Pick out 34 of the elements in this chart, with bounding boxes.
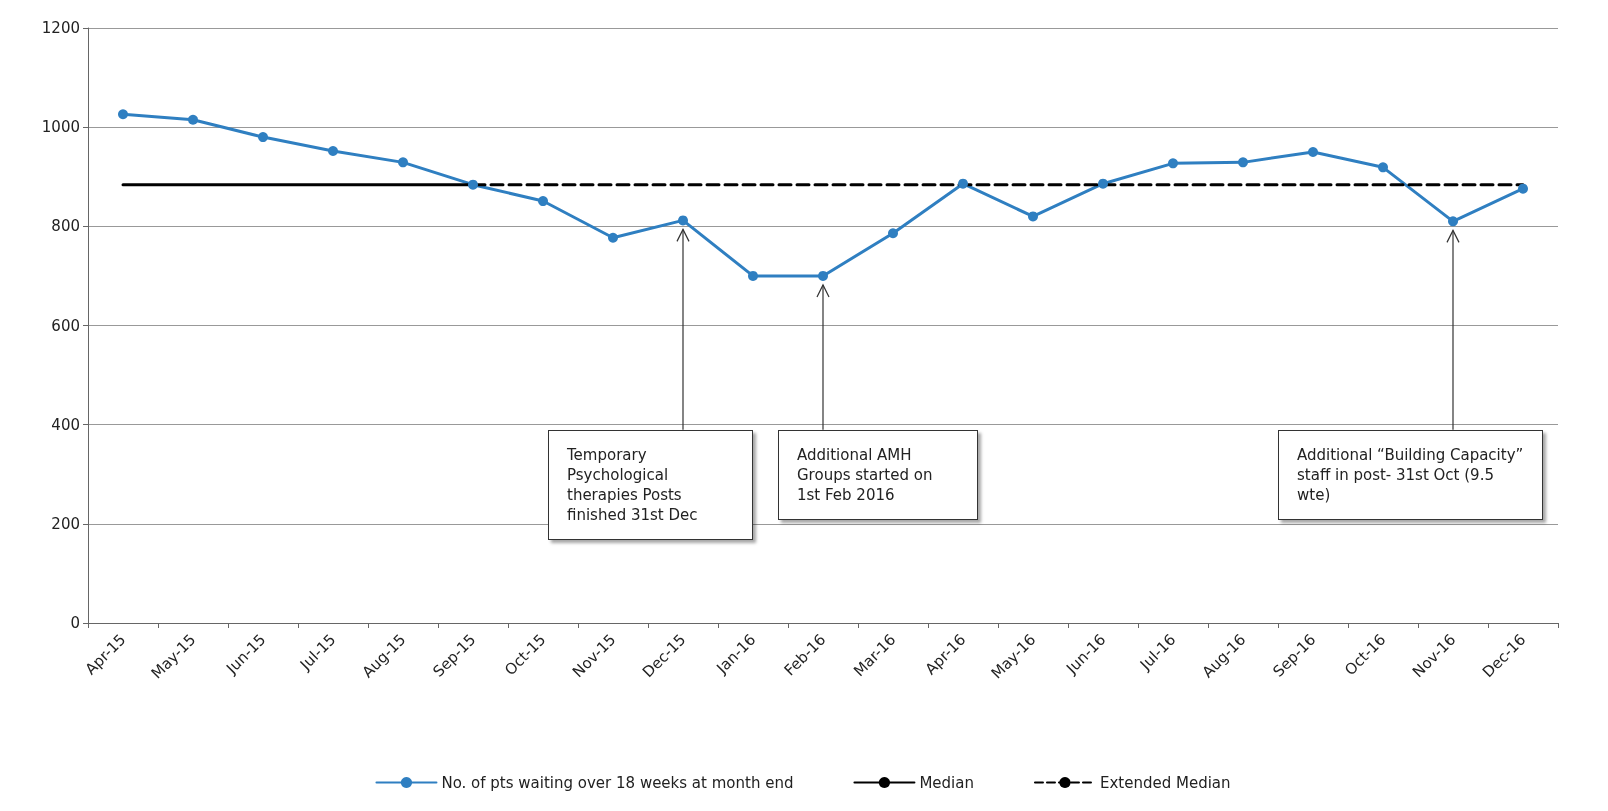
callout-box: Temporary Psychological therapies Posts finished 31st Dec	[548, 429, 753, 540]
point	[188, 114, 198, 125]
point	[1238, 157, 1248, 168]
point	[678, 215, 688, 226]
point	[1168, 158, 1178, 169]
y-tick-label: 200	[51, 514, 80, 533]
legend-label: No. of pts waiting over 18 weeks at month end	[441, 773, 794, 792]
y-tick-label: 800	[51, 217, 80, 236]
callout-box: Additional AMH Groups started on 1st Feb 2016	[778, 429, 978, 520]
point	[468, 179, 478, 190]
point	[1448, 216, 1458, 227]
y-tick-label: 600	[51, 316, 80, 335]
point	[1028, 211, 1038, 222]
point	[888, 228, 898, 239]
legend-label: Median	[919, 773, 974, 792]
callout-box: Additional “Building Capacity” staff in post- 31st Oct (9.5 wte)	[1278, 429, 1543, 520]
y-tick-label: 1000	[41, 118, 80, 137]
point	[1098, 178, 1108, 189]
point	[398, 157, 408, 168]
point	[608, 232, 618, 243]
legend-label: Extended Median	[1099, 773, 1231, 792]
point	[958, 178, 968, 189]
point	[328, 145, 338, 156]
point	[1308, 146, 1318, 157]
point	[258, 132, 268, 143]
point	[1378, 162, 1388, 173]
point	[118, 109, 128, 120]
point	[1518, 183, 1528, 194]
point	[818, 270, 828, 281]
point	[538, 196, 548, 207]
point	[748, 270, 758, 281]
y-tick-label: 1200	[41, 19, 80, 37]
y-tick-label: 400	[51, 415, 80, 434]
y-tick-label: 0	[70, 614, 80, 632]
